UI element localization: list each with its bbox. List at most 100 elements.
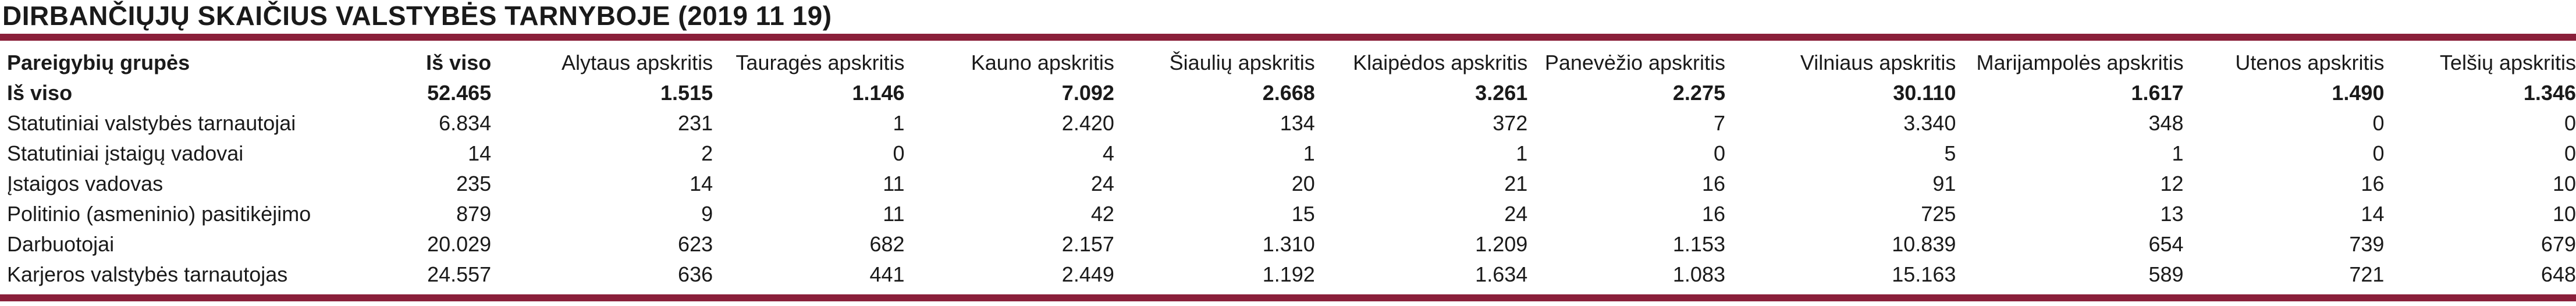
- cell-marijampole: 348: [2148, 111, 2184, 135]
- row-label: Darbuotojai: [7, 232, 115, 256]
- cell-kaunas: 42: [1090, 202, 1114, 226]
- cell-telsiai: 10: [2552, 172, 2576, 195]
- cell-alytus: 636: [678, 262, 713, 286]
- cell-klaipeda: 372: [1493, 111, 1528, 135]
- cell-marijampole: 1: [2172, 141, 2184, 165]
- cell-siauliai: 134: [1280, 111, 1315, 135]
- cell-taurage: 11: [883, 202, 905, 226]
- employees-table: Pareigybių grupės Iš viso Alytaus apskri…: [0, 48, 2576, 290]
- cell-marijampole: 12: [2160, 172, 2184, 195]
- header-group: Pareigybių grupės: [7, 51, 190, 74]
- cell-klaipeda: 1.634: [1475, 262, 1528, 286]
- cell-marijampole: 589: [2148, 262, 2184, 286]
- table-row: Įstaigos vadovas 235 14 11 24 20 21 16 9…: [0, 169, 2576, 199]
- cell-taurage: 11: [883, 172, 905, 195]
- cell-vilnius: 30.110: [1893, 81, 1956, 105]
- cell-klaipeda: 21: [1504, 172, 1528, 195]
- cell-total: 20.029: [427, 232, 492, 256]
- cell-siauliai: 1.310: [1262, 232, 1315, 256]
- header-telsiai: Telšių apskritis: [2439, 51, 2576, 74]
- header-klaipeda: Klaipėdos apskritis: [1353, 51, 1528, 74]
- cell-telsiai: 10: [2552, 202, 2576, 226]
- header-total: Iš viso: [426, 51, 492, 74]
- cell-total: 235: [456, 172, 492, 195]
- header-marijampole: Marijampolės apskritis: [1976, 51, 2184, 74]
- cell-klaipeda: 3.261: [1475, 81, 1528, 105]
- cell-klaipeda: 24: [1504, 202, 1528, 226]
- cell-alytus: 2: [701, 141, 713, 165]
- cell-siauliai: 20: [1291, 172, 1315, 195]
- cell-marijampole: 1.617: [2131, 81, 2184, 105]
- cell-alytus: 1.515: [660, 81, 713, 105]
- table-row: Darbuotojai 20.029 623 682 2.157 1.310 1…: [0, 229, 2576, 259]
- cell-marijampole: 654: [2148, 232, 2184, 256]
- cell-taurage: 441: [869, 262, 905, 286]
- cell-utena: 1.490: [2332, 81, 2385, 105]
- cell-vilnius: 725: [1921, 202, 1956, 226]
- cell-taurage: 0: [893, 141, 905, 165]
- cell-utena: 739: [2349, 232, 2385, 256]
- cell-siauliai: 1: [1303, 141, 1315, 165]
- cell-telsiai: 1.346: [2523, 81, 2576, 105]
- table-row: Karjeros valstybės tarnautojas 24.557 63…: [0, 259, 2576, 290]
- cell-vilnius: 91: [1932, 172, 1956, 195]
- cell-vilnius: 5: [1944, 141, 1956, 165]
- cell-utena: 0: [2372, 141, 2385, 165]
- row-label: Statutiniai valstybės tarnautojai: [7, 111, 296, 135]
- table-row: Iš viso 52.465 1.515 1.146 7.092 2.668 3…: [0, 78, 2576, 108]
- cell-siauliai: 2.668: [1262, 81, 1315, 105]
- cell-total: 6.834: [439, 111, 492, 135]
- cell-alytus: 9: [701, 202, 713, 226]
- cell-kaunas: 24: [1090, 172, 1114, 195]
- header-utena: Utenos apskritis: [2235, 51, 2385, 74]
- cell-panevezys: 16: [1701, 202, 1725, 226]
- cell-utena: 14: [2361, 202, 2385, 226]
- cell-marijampole: 13: [2160, 202, 2184, 226]
- cell-panevezys: 1.083: [1672, 262, 1725, 286]
- table-header-row: Pareigybių grupės Iš viso Alytaus apskri…: [0, 48, 2576, 78]
- cell-vilnius: 15.163: [1892, 262, 1956, 286]
- bottom-rule: [0, 294, 2576, 301]
- header-alytus: Alytaus apskritis: [562, 51, 713, 74]
- cell-siauliai: 1.192: [1262, 262, 1315, 286]
- cell-total: 52.465: [427, 81, 492, 105]
- cell-total: 14: [468, 141, 492, 165]
- cell-telsiai: 648: [2541, 262, 2576, 286]
- cell-kaunas: 2.157: [1061, 232, 1114, 256]
- cell-utena: 721: [2349, 262, 2385, 286]
- header-vilnius: Vilniaus apskritis: [1800, 51, 1956, 74]
- table-row: Politinio (asmeninio) pasitikėjimo 879 9…: [0, 199, 2576, 229]
- header-kaunas: Kauno apskritis: [971, 51, 1114, 74]
- cell-telsiai: 679: [2541, 232, 2576, 256]
- cell-utena: 0: [2372, 111, 2385, 135]
- cell-panevezys: 2.275: [1672, 81, 1725, 105]
- cell-kaunas: 7.092: [1061, 81, 1114, 105]
- cell-panevezys: 0: [1713, 141, 1725, 165]
- cell-telsiai: 0: [2564, 111, 2576, 135]
- cell-kaunas: 2.449: [1061, 262, 1114, 286]
- page-title: DIRBANČIŲJŲ SKAIČIUS VALSTYBĖS TARNYBOJE…: [2, 1, 832, 31]
- row-label: Politinio (asmeninio) pasitikėjimo: [7, 202, 311, 226]
- header-panevezys: Panevėžio apskritis: [1544, 51, 1725, 74]
- row-label: Karjeros valstybės tarnautojas: [7, 262, 288, 286]
- cell-alytus: 14: [690, 172, 713, 195]
- cell-klaipeda: 1.209: [1475, 232, 1528, 256]
- cell-kaunas: 2.420: [1061, 111, 1114, 135]
- cell-vilnius: 3.340: [1903, 111, 1956, 135]
- row-label: Iš viso: [7, 81, 73, 105]
- table-row: Statutiniai valstybės tarnautojai 6.834 …: [0, 108, 2576, 138]
- cell-kaunas: 4: [1102, 141, 1114, 165]
- cell-total: 879: [456, 202, 492, 226]
- cell-total: 24.557: [427, 262, 492, 286]
- cell-alytus: 231: [678, 111, 713, 135]
- table-row: Statutiniai įstaigų vadovai 14 2 0 4 1 1…: [0, 138, 2576, 169]
- cell-taurage: 1.146: [852, 81, 905, 105]
- header-siauliai: Šiaulių apskritis: [1169, 51, 1315, 74]
- cell-vilnius: 10.839: [1892, 232, 1956, 256]
- cell-siauliai: 15: [1291, 202, 1315, 226]
- cell-panevezys: 7: [1713, 111, 1725, 135]
- cell-panevezys: 16: [1701, 172, 1725, 195]
- cell-utena: 16: [2361, 172, 2385, 195]
- row-label: Statutiniai įstaigų vadovai: [7, 141, 244, 165]
- cell-taurage: 682: [869, 232, 905, 256]
